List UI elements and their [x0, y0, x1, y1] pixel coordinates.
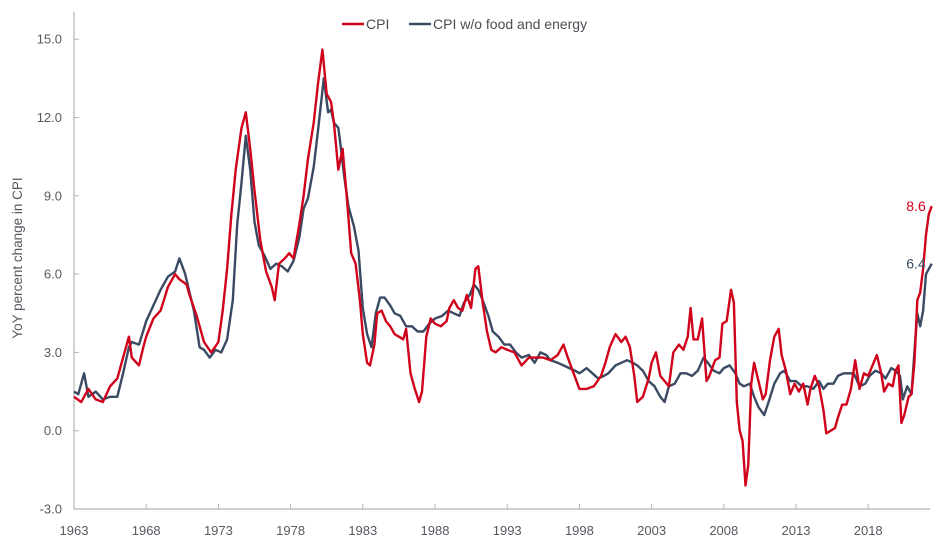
- x-tick-label: 2008: [709, 523, 738, 538]
- x-tick-label: 1993: [493, 523, 522, 538]
- x-tick-label: 1963: [60, 523, 89, 538]
- x-tick-label: 1983: [348, 523, 377, 538]
- legend-label-cpi: CPI: [366, 16, 389, 32]
- y-tick-label: 3.0: [44, 345, 62, 360]
- y-tick-label: 9.0: [44, 188, 62, 203]
- end-label-cpi: 8.6: [906, 198, 926, 214]
- y-tick-label: 12.0: [37, 110, 62, 125]
- x-tick-label: 1988: [421, 523, 450, 538]
- series-line-cpi-core: [73, 77, 933, 417]
- y-ticks: 15.0 12.0 9.0 6.0 3.0 0.0 -3.0: [37, 32, 79, 517]
- x-tick-label: 1978: [276, 523, 305, 538]
- legend-label-core-cpi: CPI w/o food and energy: [433, 16, 587, 32]
- y-tick-label: 6.0: [44, 267, 62, 282]
- x-tick-label: 1973: [204, 523, 233, 538]
- y-tick-label: 15.0: [37, 32, 62, 47]
- series-layer: [73, 48, 933, 487]
- x-tick-label: 1968: [132, 523, 161, 538]
- y-axis-title: YoY percent change in CPI: [10, 177, 25, 338]
- x-tick-label: 2003: [637, 523, 666, 538]
- y-tick-label: 0.0: [44, 423, 62, 438]
- y-tick-label: -3.0: [40, 502, 62, 517]
- end-label-cpi-core: 6.4: [906, 256, 926, 272]
- legend: CPI CPI w/o food and energy: [342, 16, 587, 32]
- x-tick-label: 2018: [854, 523, 883, 538]
- x-tick-label: 2013: [782, 523, 811, 538]
- x-tick-label: 1998: [565, 523, 594, 538]
- series-line-cpi: [73, 48, 933, 487]
- x-ticks: 1963 1968 1973 1978 1983 1988 1993 1998 2003 2008…: [60, 504, 883, 538]
